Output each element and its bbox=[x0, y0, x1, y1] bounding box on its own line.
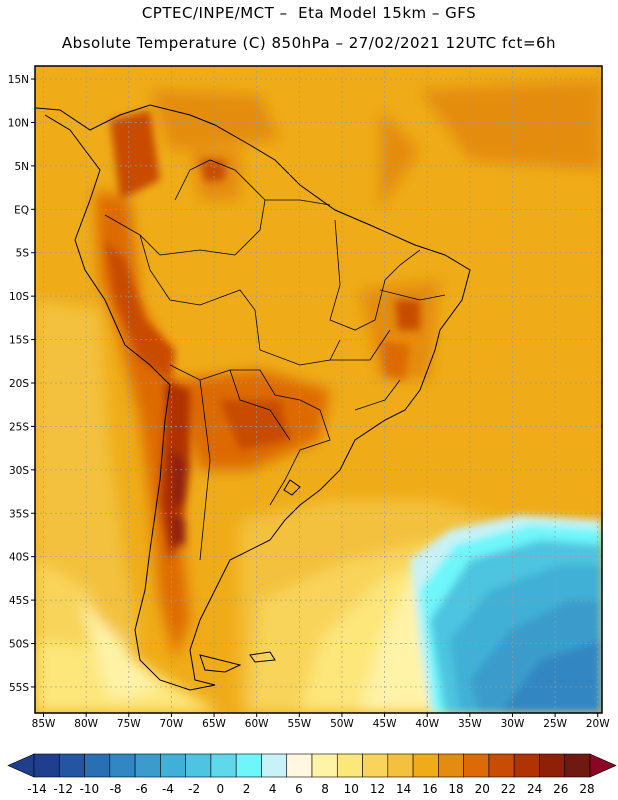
lon-label: 55W bbox=[287, 718, 311, 730]
colorbar-box bbox=[539, 753, 566, 778]
colorbar-label: 0 bbox=[217, 782, 225, 796]
lon-label: 35W bbox=[458, 718, 482, 730]
lat-label: 25S bbox=[9, 421, 29, 433]
colorbar-label: 8 bbox=[321, 782, 329, 796]
colorbar-label: 14 bbox=[396, 782, 411, 796]
lon-label: 20W bbox=[586, 718, 610, 730]
colorbar-label: 10 bbox=[344, 782, 359, 796]
colorbar-box bbox=[564, 753, 591, 778]
colorbar bbox=[7, 753, 617, 778]
lat-label: 10N bbox=[8, 117, 29, 129]
colorbar-label: 26 bbox=[553, 782, 568, 796]
lon-label: 45W bbox=[373, 718, 397, 730]
colorbar-box bbox=[336, 753, 363, 778]
colorbar-label: -12 bbox=[53, 782, 73, 796]
colorbar-box bbox=[463, 753, 490, 778]
colorbar-box bbox=[261, 753, 288, 778]
colorbar-labels: -14 -12 -10 -8 -6 -4 -2 0 2 4 6 8 10 12 14 16 18 20 22 24 26… bbox=[27, 782, 594, 796]
colorbar-label: 24 bbox=[527, 782, 542, 796]
colorbar-box bbox=[109, 753, 136, 778]
colorbar-arrow-left bbox=[7, 753, 35, 778]
colorbar-box bbox=[160, 753, 186, 778]
lon-label: 25W bbox=[543, 718, 567, 730]
lat-label: 10S bbox=[9, 291, 29, 303]
lat-label: 30S bbox=[9, 465, 29, 477]
lat-label: 5N bbox=[14, 161, 29, 173]
lat-label: 55S bbox=[9, 682, 29, 694]
longitude-axis: 85W 80W 75W 70W 65W 60W 55W 50W 45W 40W 35W 30W 25W 2… bbox=[32, 713, 610, 730]
lon-label: 60W bbox=[245, 718, 269, 730]
colorbar-box bbox=[33, 753, 60, 778]
lon-label: 30W bbox=[501, 718, 525, 730]
colorbar-label: -2 bbox=[188, 782, 200, 796]
colorbar-label: -8 bbox=[110, 782, 122, 796]
lon-label: 70W bbox=[160, 718, 184, 730]
lat-label: 40S bbox=[9, 552, 29, 564]
lat-label: 50S bbox=[9, 639, 29, 651]
lat-label: 5S bbox=[16, 248, 30, 260]
colorbar-label: 16 bbox=[422, 782, 437, 796]
colorbar-box bbox=[134, 753, 161, 778]
colorbar-box bbox=[235, 753, 262, 778]
lon-label: 75W bbox=[117, 718, 141, 730]
colorbar-label: 12 bbox=[370, 782, 385, 796]
chart-title-line2: Absolute Temperature (C) 850hPa – 27/02/… bbox=[61, 34, 557, 52]
colorbar-box bbox=[362, 753, 389, 778]
colorbar-box bbox=[84, 753, 111, 778]
colorbar-box bbox=[488, 753, 515, 778]
latitude-axis: 15N 10N 5N EQ 5S 10S 15S 20S 25S 30S 35S 40S 45S 50S 5… bbox=[8, 74, 35, 694]
lon-label: 50W bbox=[330, 718, 354, 730]
colorbar-box bbox=[210, 753, 237, 778]
colorbar-label: 22 bbox=[501, 782, 516, 796]
colorbar-box bbox=[185, 753, 212, 778]
colorbar-label: -10 bbox=[80, 782, 100, 796]
temperature-field bbox=[35, 66, 602, 713]
country-borders bbox=[104, 159, 446, 561]
colorbar-arrow-right bbox=[589, 753, 617, 778]
colorbar-label: 18 bbox=[448, 782, 463, 796]
colorbar-label: -14 bbox=[27, 782, 47, 796]
colorbar-box bbox=[412, 753, 439, 778]
lon-label: 65W bbox=[202, 718, 226, 730]
lat-label: 35S bbox=[9, 508, 29, 520]
lat-label: 20S bbox=[9, 378, 29, 390]
colorbar-box bbox=[311, 753, 338, 778]
lat-label: 15N bbox=[8, 74, 29, 86]
map-frame bbox=[34, 65, 603, 714]
colorbar-box bbox=[286, 753, 313, 778]
colorbar-box bbox=[438, 753, 464, 778]
colorbar-label: -4 bbox=[162, 782, 174, 796]
lat-label: EQ bbox=[14, 204, 29, 216]
colorbar-box bbox=[387, 753, 414, 778]
colorbar-label: 6 bbox=[295, 782, 303, 796]
colorbar-label: 28 bbox=[579, 782, 594, 796]
lon-label: 80W bbox=[74, 718, 98, 730]
lat-label: 15S bbox=[9, 335, 29, 347]
colorbar-label: 4 bbox=[269, 782, 277, 796]
lon-label: 40W bbox=[415, 718, 439, 730]
colorbar-label: 20 bbox=[475, 782, 490, 796]
lat-label: 45S bbox=[9, 595, 29, 607]
colorbar-label: 2 bbox=[243, 782, 251, 796]
chart-title-line1: CPTEC/INPE/MCT – Eta Model 15km – GFS bbox=[141, 4, 477, 22]
lon-label: 85W bbox=[32, 718, 56, 730]
colorbar-box bbox=[513, 753, 540, 778]
colorbar-box bbox=[58, 753, 85, 778]
colorbar-label: -6 bbox=[136, 782, 148, 796]
coastlines bbox=[35, 104, 471, 691]
